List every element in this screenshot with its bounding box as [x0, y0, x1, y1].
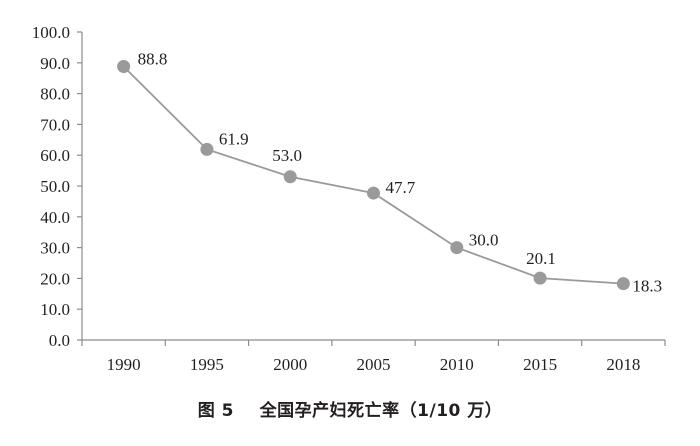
- y-tick-label: 30.0: [40, 239, 70, 258]
- data-point: [450, 241, 464, 255]
- x-tick-label: 1995: [190, 355, 224, 374]
- y-tick-label: 20.0: [40, 269, 70, 288]
- y-tick-label: 0.0: [49, 331, 70, 350]
- figure-caption: 图 5 全国孕产妇死亡率（1/10 万）: [0, 396, 700, 421]
- figure-title: 全国孕产妇死亡率（1/10 万）: [259, 401, 503, 421]
- y-tick-label: 40.0: [40, 208, 70, 227]
- data-label: 61.9: [219, 129, 249, 148]
- x-axis: 1990 1995 2000 2005 2010 2015 2018: [81, 339, 666, 374]
- y-tick-label: 90.0: [40, 54, 70, 73]
- x-tick-label: 2010: [440, 355, 474, 374]
- x-tick-label: 2005: [357, 355, 391, 374]
- data-series: 88.8 61.9 53.0 47.7 30.0 20.1 18.3: [117, 49, 662, 296]
- data-point: [616, 277, 630, 291]
- line-chart: 0.0 10.0 20.0 30.0 40.0 50.0 60.0 70.0 80.0 90.0 1…: [32, 23, 666, 374]
- data-label: 47.7: [386, 178, 416, 197]
- y-tick-label: 100.0: [32, 23, 70, 42]
- y-tick-label: 70.0: [40, 115, 70, 134]
- x-tick-label: 2015: [523, 355, 557, 374]
- data-label: 20.1: [526, 249, 556, 268]
- data-point: [367, 186, 380, 200]
- x-tick-label: 1990: [107, 355, 141, 374]
- data-label: 53.0: [272, 146, 302, 165]
- y-axis: 0.0 10.0 20.0 30.0 40.0 50.0 60.0 70.0 80.0 90.0 1…: [32, 23, 83, 350]
- y-tick-label: 10.0: [40, 300, 70, 319]
- data-label: 88.8: [138, 49, 168, 68]
- data-point: [283, 170, 297, 184]
- y-tick-label: 80.0: [40, 85, 70, 104]
- y-tick-label: 50.0: [40, 177, 70, 196]
- figure-label: 图 5: [197, 401, 234, 421]
- data-label: 30.0: [469, 231, 499, 250]
- x-tick-label: 2000: [273, 355, 307, 374]
- data-point: [117, 59, 131, 73]
- x-tick-label: 2018: [606, 355, 640, 374]
- data-point: [200, 142, 214, 156]
- y-tick-label: 60.0: [40, 146, 70, 165]
- data-label: 18.3: [632, 277, 662, 296]
- data-point: [533, 271, 547, 285]
